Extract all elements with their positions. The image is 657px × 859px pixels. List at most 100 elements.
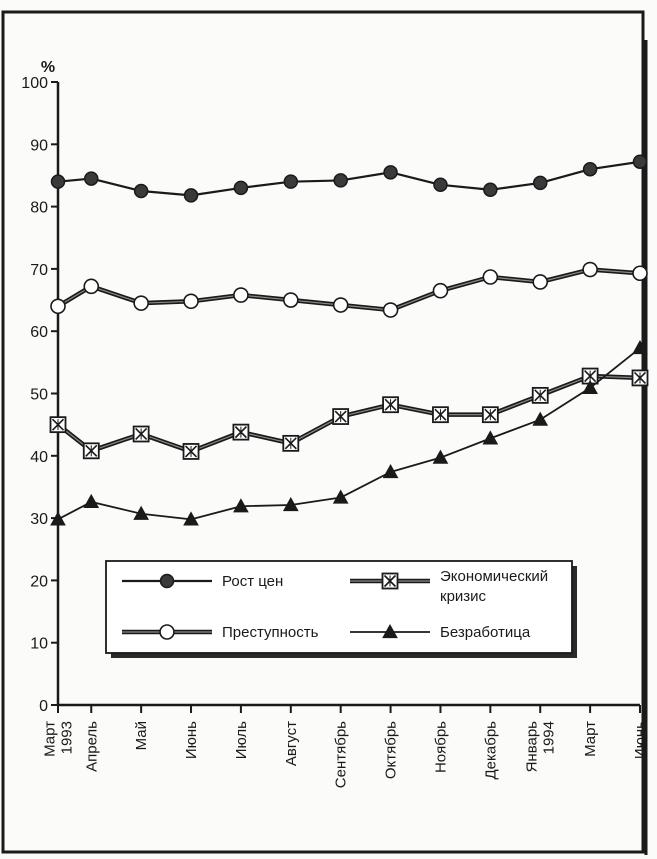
data-point <box>282 292 299 308</box>
x-tick-label-line: Сентябрь <box>333 721 350 788</box>
data-point <box>233 287 249 303</box>
data-point <box>50 298 66 315</box>
y-tick-label: 70 <box>30 262 48 279</box>
data-point <box>582 379 598 394</box>
data-point <box>232 423 250 441</box>
data-point <box>182 443 200 460</box>
legend-marker <box>381 572 399 590</box>
data-point <box>133 183 149 199</box>
data-point <box>383 165 398 180</box>
x-tick-label: Сентябрь <box>333 721 350 788</box>
y-tick-label: 100 <box>21 75 48 92</box>
y-tick-label: 10 <box>30 636 48 653</box>
data-point <box>382 396 399 414</box>
data-point <box>532 274 549 290</box>
data-point <box>432 406 449 424</box>
data-point <box>531 386 549 404</box>
y-tick-label: 90 <box>30 137 48 154</box>
x-tick-label: Март <box>582 721 599 757</box>
y-axis-unit-label: % <box>41 59 55 76</box>
data-point <box>283 174 299 189</box>
x-tick-label: Март 1993 <box>42 721 76 757</box>
data-point <box>432 449 449 464</box>
x-tick-label-line: Январь <box>524 721 541 773</box>
y-tick-label: 60 <box>30 324 48 341</box>
data-point <box>82 442 100 460</box>
legend-label: Преступность <box>222 624 319 641</box>
data-point <box>50 511 66 526</box>
data-point <box>183 293 199 310</box>
data-point <box>233 498 249 513</box>
data-point <box>582 161 598 177</box>
y-tick-label: 40 <box>30 449 48 466</box>
data-point <box>432 282 449 299</box>
series-2 <box>49 367 649 460</box>
data-point <box>632 154 648 169</box>
data-point <box>382 302 399 318</box>
legend-label: Безработица <box>440 624 531 641</box>
data-point <box>632 339 648 355</box>
data-point <box>632 265 648 282</box>
data-point <box>482 430 499 445</box>
data-point <box>382 463 399 479</box>
data-point <box>233 180 249 196</box>
x-tick-label-line: Март <box>582 721 599 757</box>
y-tick-label: 80 <box>30 200 48 217</box>
data-point <box>83 493 100 509</box>
x-tick-label-line: Июнь <box>632 721 649 759</box>
x-tick-label-line: 1993 <box>59 721 76 754</box>
data-point <box>433 177 448 193</box>
x-tick-label-line: Май <box>133 721 150 750</box>
legend-marker <box>159 624 175 640</box>
x-tick-label: Июнь <box>632 721 649 759</box>
data-point <box>532 175 548 191</box>
legend-entry-3: Преступность <box>122 624 319 641</box>
x-tick-label: Октябрь <box>383 721 400 779</box>
x-tick-label: Август <box>283 721 300 766</box>
x-tick-label: Апрель <box>83 721 100 772</box>
data-point <box>133 295 149 311</box>
data-point <box>282 434 300 452</box>
legend-box <box>105 560 573 654</box>
data-point <box>332 408 350 425</box>
data-point <box>183 188 199 203</box>
data-point <box>183 511 199 526</box>
data-point <box>50 174 66 189</box>
data-point <box>282 496 299 512</box>
y-tick-label: 30 <box>30 511 48 528</box>
data-point <box>532 411 549 426</box>
x-tick-label-line: Ноябрь <box>432 721 449 773</box>
legend-entry-1: Рост цен <box>122 573 283 590</box>
data-point <box>582 261 598 278</box>
legend-label: Рост цен <box>222 573 283 590</box>
legend-label-line2: кризис <box>440 588 487 605</box>
data-point <box>83 278 100 295</box>
y-tick-label: 50 <box>30 387 48 404</box>
series-1 <box>50 154 648 203</box>
series-4 <box>50 339 648 526</box>
x-tick-label-line: Июнь <box>183 721 200 759</box>
data-point <box>133 505 149 520</box>
y-tick-label: 20 <box>30 573 48 590</box>
legend-entry-4: Безработица <box>350 623 531 641</box>
x-tick-label-line: Август <box>283 721 300 766</box>
legend-label: Экономический <box>440 568 548 585</box>
legend-marker <box>382 623 398 639</box>
data-point <box>481 406 499 424</box>
x-tick-label-line: Апрель <box>83 721 100 772</box>
data-point <box>332 297 349 313</box>
x-tick-label-line: Октябрь <box>383 721 400 779</box>
x-tick-label: Июнь <box>183 721 200 759</box>
data-point <box>482 269 499 285</box>
data-point <box>631 369 649 387</box>
x-tick-label: Декабрь <box>482 721 499 780</box>
x-tick-label-line: Июль <box>233 721 250 759</box>
legend-entry-2: Экономический кризис <box>350 568 548 605</box>
data-point <box>132 425 150 443</box>
x-tick-label: Январь 1994 <box>524 721 558 773</box>
data-point <box>84 171 99 186</box>
series-3 <box>50 261 648 318</box>
data-point <box>483 182 498 198</box>
y-tick-label: 0 <box>39 698 48 715</box>
